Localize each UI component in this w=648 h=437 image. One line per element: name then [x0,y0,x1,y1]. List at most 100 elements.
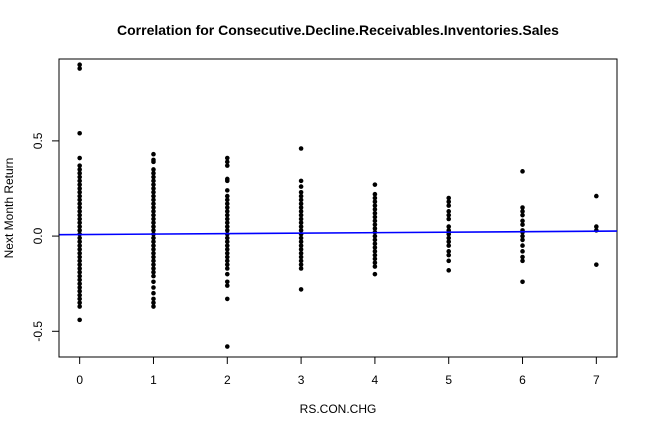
data-point [224,228,230,233]
data-point [224,201,230,207]
data-point [224,254,230,260]
data-point [77,239,82,245]
data-point [298,193,304,199]
data-point [298,189,304,195]
data-point [520,218,525,224]
data-point [446,239,452,245]
data-point [77,300,82,306]
data-point [446,209,452,214]
data-point [372,233,378,239]
data-point [372,207,378,212]
data-point [77,254,82,260]
data-point [372,199,378,205]
data-point [446,224,452,229]
y-tick-label: 0.5 [31,132,45,149]
data-point [372,210,378,216]
data-point [151,178,156,184]
data-point [224,239,230,245]
data-point [77,62,82,68]
data-points [77,62,599,349]
data-point [298,220,304,226]
data-point [298,262,304,267]
data-point [520,209,525,214]
data-point [151,243,156,248]
data-point [224,271,230,277]
data-point [372,256,378,262]
chart-title: Correlation for Consecutive.Decline.Rece… [117,22,559,38]
data-point [77,212,82,218]
data-point [446,203,452,208]
data-point [520,243,525,248]
data-point [372,252,378,258]
data-point [298,254,304,260]
data-point [224,212,230,218]
data-point [77,285,82,290]
data-point [446,258,452,264]
data-point [151,235,156,241]
data-point [77,266,82,271]
data-point [520,222,525,227]
data-point [446,268,452,273]
data-point [77,170,82,176]
data-point [520,279,525,285]
data-point [298,258,304,264]
data-point [77,130,82,136]
data-point [151,189,156,195]
data-point [77,296,82,302]
data-point [224,159,230,165]
data-point [77,209,82,214]
data-point [298,209,304,214]
data-point [151,247,156,252]
data-point [372,264,378,269]
data-point [77,163,82,168]
data-point [77,220,82,226]
data-point [77,174,82,180]
data-point [224,243,230,248]
data-point [446,216,452,222]
data-point [446,252,452,258]
x-tick-label: 2 [224,373,231,387]
data-point [372,260,378,266]
data-point [224,163,230,168]
y-tick-label: -0.5 [31,321,45,342]
data-point [224,188,230,193]
y-axis-ticks: -0.5 0.0 0.5 [31,132,59,342]
data-point [298,224,304,229]
data-point [446,212,452,218]
data-point [151,269,156,275]
y-axis-label: Next Month Return [2,158,16,259]
data-point [224,296,230,302]
x-tick-label: 7 [593,373,600,387]
x-tick-label: 5 [445,373,452,387]
data-point [77,216,82,222]
data-point [298,235,304,241]
data-point [224,224,230,229]
data-point [520,249,525,254]
data-point [77,262,82,267]
data-point [520,212,525,218]
data-point [372,203,378,208]
data-point [372,271,378,277]
data-point [520,169,525,174]
data-point [151,201,156,207]
plot-frame [58,58,618,358]
data-point [298,205,304,210]
data-point [224,155,230,161]
data-point [77,197,82,203]
x-tick-label: 4 [372,373,379,387]
data-point [77,269,82,275]
x-tick-label: 3 [298,373,305,387]
data-point [151,159,156,165]
data-point [77,201,82,207]
data-point [77,289,82,294]
data-point [151,193,156,199]
data-point [151,250,156,256]
data-point [224,283,230,288]
data-point [151,300,156,306]
data-point [298,212,304,218]
data-point [372,241,378,247]
data-point [594,193,599,199]
data-point [151,304,156,309]
data-point [151,239,156,245]
